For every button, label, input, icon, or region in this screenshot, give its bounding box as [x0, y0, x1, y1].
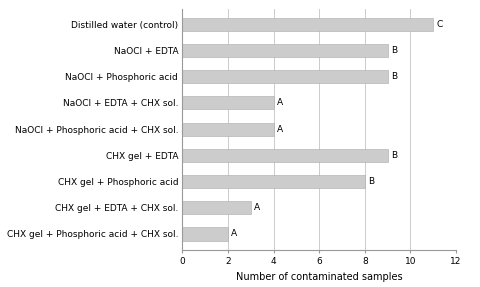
Text: B: B — [391, 72, 397, 81]
Text: B: B — [391, 151, 397, 160]
X-axis label: Number of contaminated samples: Number of contaminated samples — [236, 272, 403, 282]
Text: B: B — [368, 177, 374, 186]
Bar — [182, 70, 388, 83]
Bar — [182, 123, 274, 136]
Text: B: B — [391, 46, 397, 55]
Text: A: A — [254, 203, 260, 212]
Bar — [182, 175, 365, 188]
Text: A: A — [231, 230, 238, 238]
Bar — [182, 96, 274, 110]
Bar — [182, 149, 388, 162]
Text: A: A — [277, 125, 283, 134]
Bar — [182, 18, 433, 31]
Bar — [182, 201, 251, 214]
Bar — [182, 44, 388, 57]
Bar — [182, 227, 228, 241]
Text: C: C — [437, 20, 443, 29]
Text: A: A — [277, 98, 283, 107]
